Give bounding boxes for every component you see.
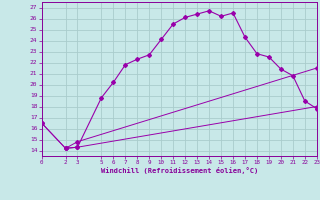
- X-axis label: Windchill (Refroidissement éolien,°C): Windchill (Refroidissement éolien,°C): [100, 167, 258, 174]
